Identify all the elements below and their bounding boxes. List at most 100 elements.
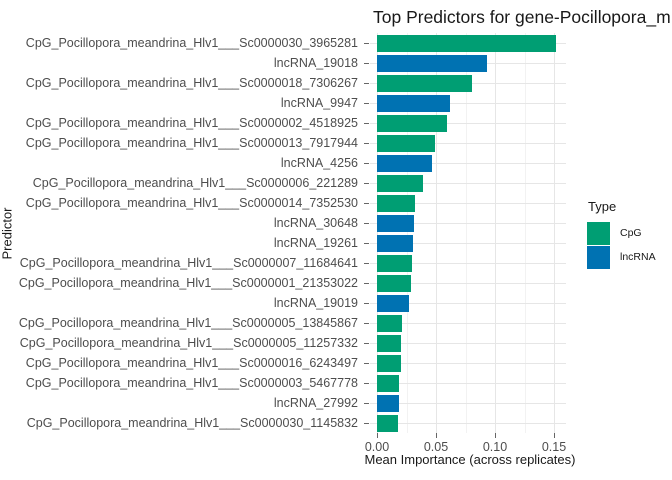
y-axis-label: lncRNA_19261: [273, 236, 358, 251]
row-gridline: [370, 163, 566, 165]
major-gridline: [377, 33, 378, 433]
legend-swatch: [587, 222, 610, 245]
y-tick-mark: [364, 423, 369, 424]
legend-key: lncRNA: [587, 246, 672, 269]
row-gridline: [370, 243, 566, 245]
row-gridline: [370, 223, 566, 225]
bar: [377, 54, 487, 72]
row-gridline: [370, 343, 566, 345]
x-tick-mark: [495, 433, 496, 438]
major-gridline: [495, 33, 496, 433]
y-tick-mark: [364, 143, 369, 144]
y-tick-mark: [364, 263, 369, 264]
bar: [377, 294, 410, 312]
y-axis-label: lncRNA_4256: [280, 156, 358, 171]
bar: [377, 74, 472, 92]
legend: Type CpG lncRNA: [587, 199, 672, 270]
y-tick-mark: [364, 223, 369, 224]
bar: [377, 154, 432, 172]
bar: [377, 414, 398, 432]
y-axis-label: CpG_Pocillopora_meandrina_Hlv1___Sc00000…: [25, 376, 358, 391]
bar: [377, 274, 411, 292]
y-tick-mark: [364, 303, 369, 304]
row-gridline: [370, 303, 566, 305]
legend-key: CpG: [587, 222, 672, 245]
y-tick-mark: [364, 283, 369, 284]
legend-title: Type: [588, 199, 617, 214]
y-axis-label: CpG_Pocillopora_meandrina_Hlv1___Sc00000…: [25, 116, 358, 131]
row-gridline: [370, 203, 566, 205]
bar: [377, 234, 413, 252]
y-axis-label: CpG_Pocillopora_meandrina_Hlv1___Sc00000…: [25, 76, 358, 91]
x-tick-label: 0.10: [482, 440, 508, 454]
bar: [377, 214, 415, 232]
y-axis-label: CpG_Pocillopora_meandrina_Hlv1___Sc00000…: [26, 416, 358, 431]
bar: [377, 114, 447, 132]
bar: [377, 254, 412, 272]
x-axis-title: Mean Importance (across replicates): [364, 452, 576, 467]
row-gridline: [370, 363, 566, 365]
legend-swatch: [587, 246, 610, 269]
y-tick-mark: [364, 383, 369, 384]
x-tick-mark: [554, 433, 555, 438]
legend-key-label: CpG: [620, 227, 642, 239]
row-gridline: [370, 403, 566, 405]
row-gridline: [370, 263, 566, 265]
y-tick-mark: [364, 163, 369, 164]
bar: [377, 374, 400, 392]
bar: [377, 134, 436, 152]
y-tick-mark: [364, 343, 369, 344]
bar: [377, 314, 403, 332]
major-gridline: [436, 33, 437, 433]
y-tick-mark: [364, 83, 369, 84]
row-gridline: [370, 123, 566, 125]
y-axis-label: CpG_Pocillopora_meandrina_Hlv1___Sc00000…: [25, 356, 358, 371]
row-gridline: [370, 143, 566, 145]
bar: [377, 194, 415, 212]
y-tick-mark: [364, 183, 369, 184]
y-tick-mark: [364, 363, 369, 364]
y-tick-mark: [364, 43, 369, 44]
minor-gridline: [524, 33, 526, 433]
y-axis-label: lncRNA_27992: [273, 396, 358, 411]
y-tick-mark: [364, 323, 369, 324]
y-tick-mark: [364, 103, 369, 104]
y-tick-mark: [364, 63, 369, 64]
row-gridline: [370, 423, 566, 425]
row-gridline: [370, 183, 566, 185]
y-tick-mark: [364, 203, 369, 204]
y-tick-mark: [364, 243, 369, 244]
bar: [377, 34, 556, 52]
minor-gridline: [465, 33, 467, 433]
bar: [377, 334, 401, 352]
plot-panel: [370, 33, 566, 433]
row-gridline: [370, 323, 566, 325]
y-axis-label: CpG_Pocillopora_meandrina_Hlv1___Sc00000…: [18, 276, 358, 291]
y-axis-label: CpG_Pocillopora_meandrina_Hlv1___Sc00000…: [32, 176, 358, 191]
bar: [377, 94, 451, 112]
bar: [377, 394, 400, 412]
legend-keys: CpG lncRNA: [587, 222, 672, 269]
legend-key-label: lncRNA: [620, 251, 656, 263]
x-tick-mark: [436, 433, 437, 438]
y-axis-label: CpG_Pocillopora_meandrina_Hlv1___Sc00000…: [25, 36, 358, 51]
y-axis-label: CpG_Pocillopora_meandrina_Hlv1___Sc00000…: [25, 196, 358, 211]
x-tick-label: 0.15: [541, 440, 567, 454]
y-axis-label: CpG_Pocillopora_meandrina_Hlv1___Sc00000…: [19, 336, 358, 351]
y-axis-label: CpG_Pocillopora_meandrina_Hlv1___Sc00000…: [19, 256, 358, 271]
y-axis-label: CpG_Pocillopora_meandrina_Hlv1___Sc00000…: [18, 316, 358, 331]
x-tick-label: 0.05: [423, 440, 449, 454]
major-gridline: [554, 33, 555, 433]
row-gridline: [370, 103, 566, 105]
y-axis-label: CpG_Pocillopora_meandrina_Hlv1___Sc00000…: [25, 136, 358, 151]
y-tick-mark: [364, 403, 369, 404]
y-axis-label: lncRNA_30648: [273, 216, 358, 231]
y-axis-label: lncRNA_9947: [280, 96, 358, 111]
bar: [377, 354, 401, 372]
minor-gridline: [406, 33, 408, 433]
y-axis-label: lncRNA_19019: [273, 296, 358, 311]
y-tick-mark: [364, 123, 369, 124]
chart-title: Top Predictors for gene-Pocillopora_m: [373, 7, 671, 27]
x-tick-mark: [377, 433, 378, 438]
